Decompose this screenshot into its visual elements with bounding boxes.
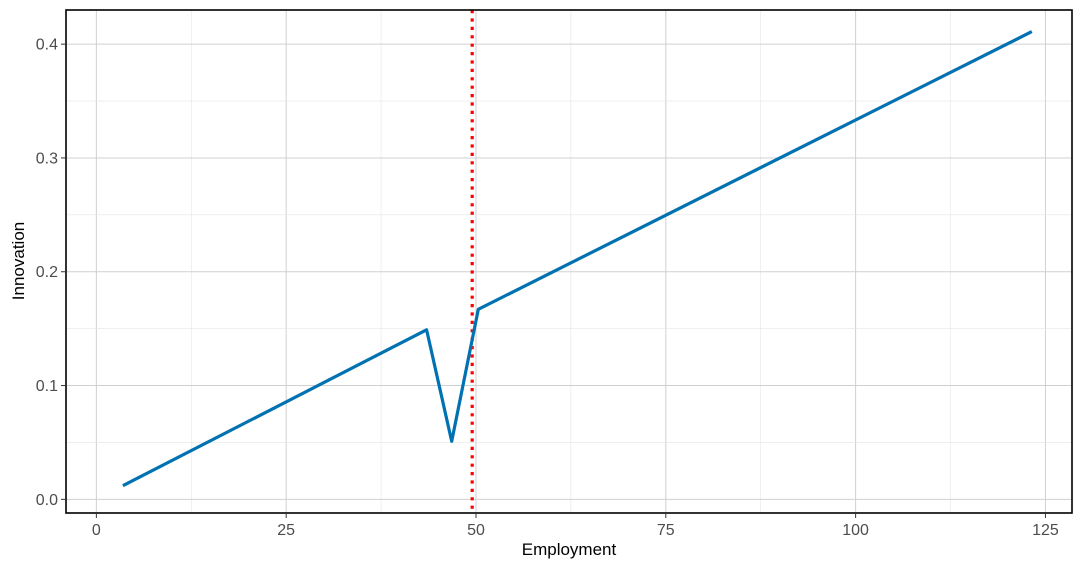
x-tick-label: 50 — [467, 522, 485, 539]
x-tick-label: 100 — [842, 522, 869, 539]
y-axis-title: Innovation — [9, 222, 28, 300]
data-series — [122, 30, 1033, 488]
y-tick-label: 0.2 — [36, 264, 58, 281]
y-tick-label: 0.4 — [36, 37, 58, 54]
y-tick-label: 0.3 — [36, 150, 58, 167]
x-tick-label: 125 — [1032, 522, 1059, 539]
y-tick-label: 0.0 — [36, 492, 58, 509]
plot-frame — [65, 9, 1073, 514]
grid-lines — [66, 10, 1072, 513]
series-line — [122, 30, 1033, 488]
x-tick-label: 25 — [277, 522, 295, 539]
x-axis-title: Employment — [522, 540, 617, 559]
y-axis-ticks: 0.0 0.1 0.2 0.3 0.4 — [36, 37, 66, 509]
x-tick-label: 75 — [657, 522, 675, 539]
y-tick-label: 0.1 — [36, 378, 58, 395]
x-axis-ticks: 0 25 50 75 100 125 — [92, 513, 1059, 539]
x-tick-label: 0 — [92, 522, 101, 539]
